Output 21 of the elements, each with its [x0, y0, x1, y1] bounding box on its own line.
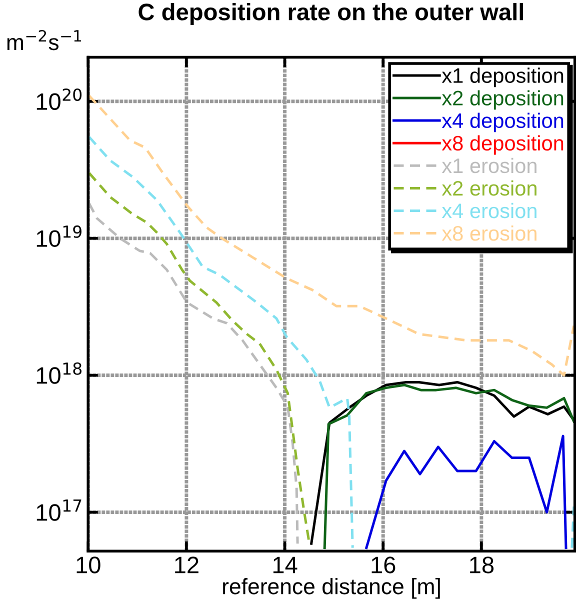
legend-label: x4 deposition	[442, 112, 564, 132]
y-tick-label: 10$^{17}$	[36, 500, 82, 521]
chart-title: C deposition rate on the outer wall	[138, 3, 524, 26]
y-tick-label: 10$^{18}$	[36, 362, 82, 384]
legend-label: x4 erosion	[442, 202, 536, 218]
x-tick-label: 12	[175, 556, 198, 574]
legend-label: x2 erosion	[442, 180, 536, 196]
x-tick-label: 16	[372, 556, 396, 574]
legend-label: x8 deposition	[442, 135, 564, 155]
line-series	[365, 434, 568, 550]
x-tick-label: 10	[76, 556, 100, 574]
x-tick-label: 14	[273, 556, 298, 574]
legend-label: x1 erosion	[442, 158, 536, 174]
x-tick-label: 18	[470, 556, 494, 574]
y-tick-label: 10$^{20}$	[36, 88, 82, 110]
x-axis-title: reference distance [m]	[223, 578, 440, 599]
y-axis-title: m$^{−2}$s$^{−1}$	[7, 30, 82, 50]
legend-label: x1 deposition	[442, 68, 564, 88]
legend-label: x8 erosion	[442, 225, 536, 241]
legend-label: x2 deposition	[442, 90, 564, 110]
y-tick-label: 10$^{19}$	[36, 225, 82, 247]
